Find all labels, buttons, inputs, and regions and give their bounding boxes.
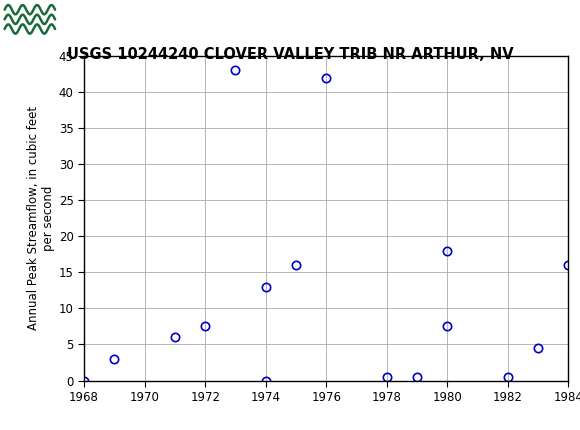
FancyBboxPatch shape [3, 3, 58, 36]
Text: USGS: USGS [63, 9, 126, 29]
Y-axis label: Annual Peak Streamflow, in cubic feet
per second: Annual Peak Streamflow, in cubic feet pe… [27, 106, 55, 330]
Text: USGS 10244240 CLOVER VALLEY TRIB NR ARTHUR, NV: USGS 10244240 CLOVER VALLEY TRIB NR ARTH… [67, 47, 513, 62]
